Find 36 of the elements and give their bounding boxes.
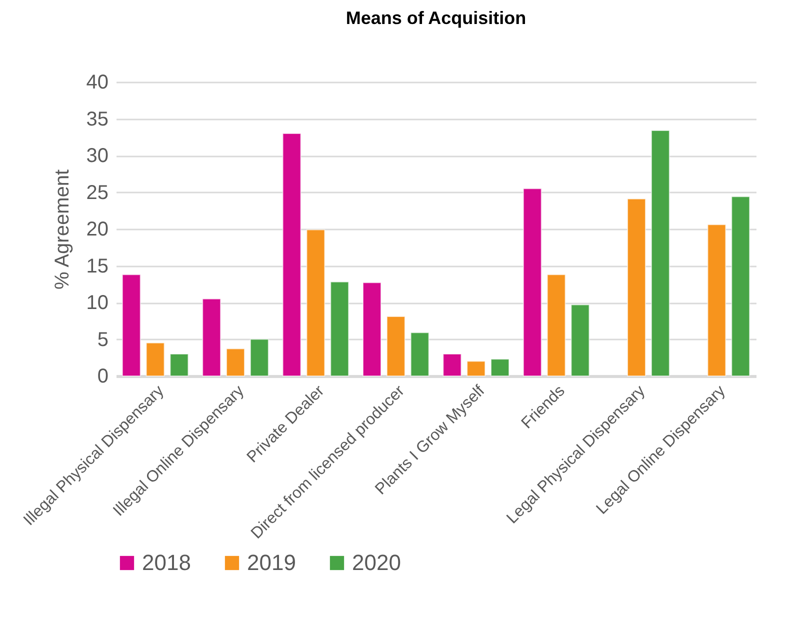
bar <box>410 332 430 376</box>
y-tick-label: 5 <box>97 328 108 351</box>
bar <box>146 342 165 376</box>
y-tick-label: 25 <box>86 182 108 204</box>
bar <box>226 348 245 376</box>
bar <box>202 298 222 376</box>
y-tick-label: 40 <box>86 72 108 94</box>
bar <box>386 316 406 376</box>
bar <box>707 224 726 376</box>
bar <box>466 360 486 376</box>
bar <box>250 338 269 376</box>
legend-label: 2018 <box>142 550 191 575</box>
y-tick-label: 35 <box>86 108 108 130</box>
bar <box>627 198 646 376</box>
y-tick-label: 15 <box>86 255 108 278</box>
legend-label: 2020 <box>352 550 401 575</box>
bar <box>170 353 189 376</box>
bar <box>282 132 302 376</box>
bar <box>731 196 750 376</box>
bar <box>490 358 510 376</box>
y-tick-label: 20 <box>86 218 108 240</box>
chart-title: Means of Acquisition <box>346 8 526 28</box>
bar <box>330 281 350 376</box>
bar <box>306 229 326 376</box>
bar <box>546 274 566 376</box>
bar <box>570 304 590 376</box>
bar <box>362 282 382 376</box>
y-tick-label: 0 <box>97 366 108 388</box>
y-tick-label: 30 <box>86 145 108 167</box>
bar <box>442 353 462 376</box>
legend-label: 2019 <box>247 550 296 575</box>
bar <box>522 188 542 376</box>
bar <box>650 130 670 376</box>
bar <box>122 274 141 376</box>
y-tick-label: 10 <box>86 292 108 314</box>
y-axis-title: % Agreement <box>51 169 74 290</box>
